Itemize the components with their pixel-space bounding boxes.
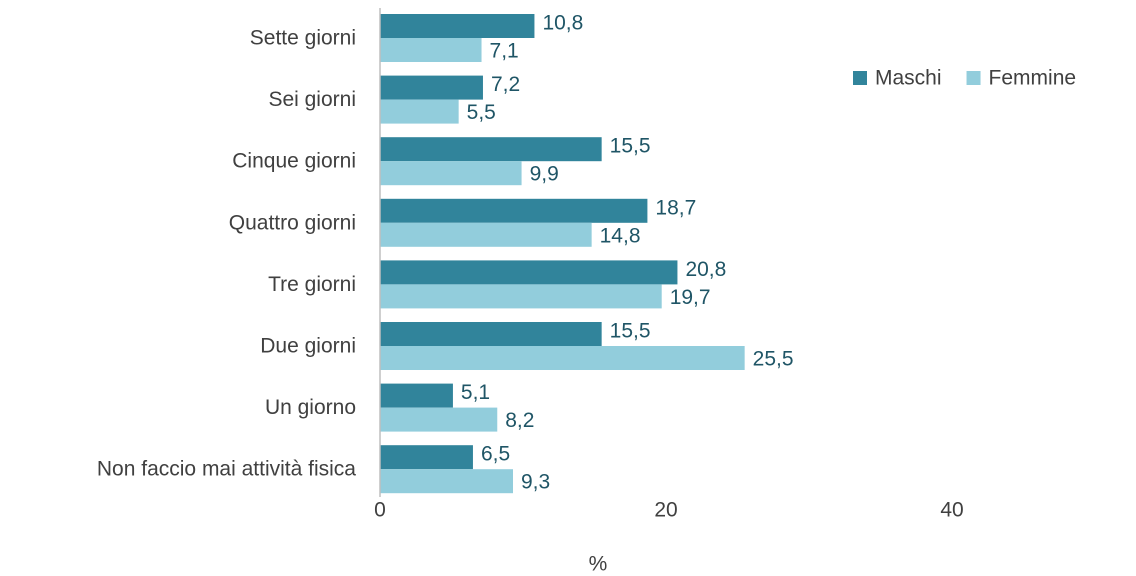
- bar: [380, 260, 678, 285]
- x-tick-label: 40: [940, 499, 963, 522]
- bar: [380, 383, 453, 408]
- x-axis-label: %: [589, 553, 608, 576]
- bar: [380, 407, 498, 432]
- bar: [380, 38, 482, 62]
- bar: [380, 469, 513, 494]
- value-label: 19,7: [670, 286, 711, 309]
- bar: [380, 198, 648, 223]
- value-label: 15,5: [610, 320, 651, 343]
- legend-label: Femmine: [989, 67, 1077, 90]
- bar: [380, 99, 459, 124]
- value-label: 25,5: [753, 348, 794, 371]
- legend-label: Maschi: [875, 67, 942, 90]
- x-tick-label: 0: [374, 499, 386, 522]
- value-label: 6,5: [481, 443, 510, 466]
- bar: [380, 161, 522, 186]
- category-label: Cinque giorni: [232, 150, 356, 173]
- value-label: 8,2: [505, 409, 534, 432]
- value-label: 9,3: [521, 471, 550, 494]
- x-tick-label: 20: [654, 499, 677, 522]
- category-label: Un giorno: [265, 396, 356, 419]
- bar: [380, 14, 535, 38]
- bar: [380, 137, 602, 162]
- bar: [380, 75, 483, 100]
- value-label: 9,9: [530, 163, 559, 186]
- value-label: 20,8: [685, 258, 726, 281]
- category-label: Quattro giorni: [229, 211, 356, 234]
- category-label: Tre giorni: [268, 273, 356, 296]
- bar: [380, 284, 662, 309]
- value-label: 15,5: [610, 135, 651, 158]
- value-label: 10,8: [542, 12, 583, 35]
- bar: [380, 222, 592, 247]
- value-label: 18,7: [655, 196, 696, 219]
- bar: [380, 322, 602, 346]
- category-label: Non faccio mai attività fisica: [97, 458, 356, 481]
- bar: [380, 346, 745, 370]
- category-label: Sei giorni: [268, 88, 356, 111]
- category-label: Due giorni: [260, 335, 356, 358]
- category-label: Sette giorni: [250, 27, 356, 50]
- value-label: 7,1: [490, 40, 519, 63]
- value-label: 5,1: [461, 381, 490, 404]
- legend-swatch: [853, 71, 867, 85]
- legend-swatch: [966, 71, 981, 85]
- value-label: 7,2: [491, 73, 520, 96]
- value-label: 14,8: [600, 224, 641, 247]
- bar: [380, 445, 473, 470]
- value-label: 5,5: [467, 101, 496, 124]
